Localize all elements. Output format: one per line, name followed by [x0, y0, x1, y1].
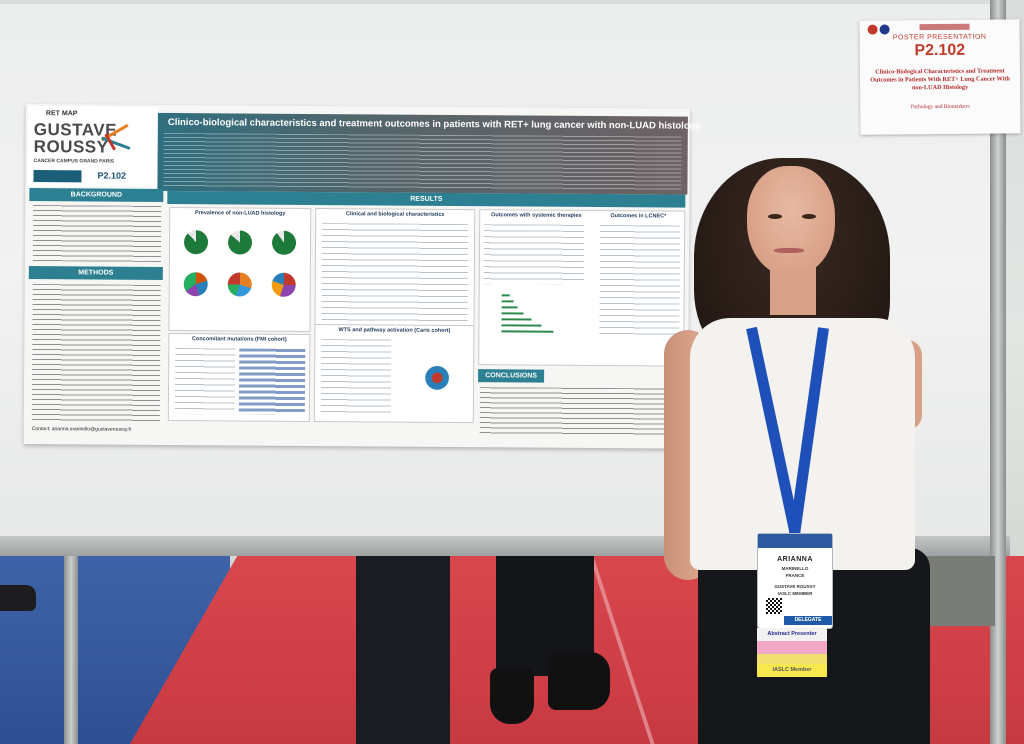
bar [501, 306, 518, 309]
volcano-plot [418, 359, 456, 397]
wts-heatmap [320, 339, 392, 416]
poster-header: Clinico-biological characteristics and t… [157, 112, 701, 195]
badge-membership: IASLC MEMBER [777, 591, 813, 596]
badge-ribbon: Abstract Presenter [757, 628, 827, 641]
logo-cross-icon [101, 123, 132, 151]
presenter-eye [768, 214, 782, 219]
bar [501, 312, 524, 315]
section-results: RESULTS [167, 190, 686, 208]
pie-chart [183, 272, 208, 297]
pie-chart [227, 272, 252, 297]
logo-campus: CANCER CAMPUS GRAND PARIS [33, 158, 115, 165]
panel-title-outcomes-lcnec: Outcomes in LCNEC* [610, 213, 667, 220]
card-label: POSTER PRESENTATION [892, 33, 987, 42]
contact-line: Contact: arianna.marinello@gustaveroussy… [31, 426, 132, 433]
scientific-poster: RET MAP GUSTAVE ROUSSY CANCER CAMPUS GRA… [23, 104, 701, 449]
badge-surname: MARINELLO [781, 566, 809, 571]
badge-ribbon [757, 654, 827, 667]
visitor-shoe [490, 668, 534, 724]
section-background: BACKGROUND [29, 188, 164, 202]
mutation-scatter [174, 348, 236, 415]
poster-code: P2.102 [97, 170, 127, 181]
panel-title-clinical: Clinical and biological characteristics [345, 211, 445, 218]
card-title: Clinico-Biological Characteristics and T… [870, 67, 1010, 92]
panel-title-wts: WTS and pathway activation (Caris cohort… [338, 327, 451, 334]
bar [501, 294, 510, 297]
presenter-eye [802, 214, 816, 219]
badge-ribbon [757, 641, 827, 654]
bar [501, 330, 554, 333]
background-text [32, 205, 162, 262]
badge-ribbon: IASLC Member [757, 664, 827, 677]
logo-line-2: ROUSSY [33, 137, 109, 157]
pie-chart [183, 230, 209, 255]
conclusions-text [479, 387, 685, 437]
panel-prevalence: Prevalence of non-LUAD histology [168, 207, 312, 332]
board-post-left [64, 556, 78, 744]
card-track: Pathology and Biomarkers [910, 103, 970, 111]
badge-type: DELEGATE [784, 616, 832, 625]
presenter-mouth [774, 248, 804, 253]
survival-curves [599, 225, 681, 336]
project-logo-text: RET MAP [45, 110, 78, 118]
pie-chart [271, 230, 297, 255]
section-conclusions: CONCLUSIONS [478, 369, 545, 383]
poster-title: Clinico-biological characteristics and t… [167, 116, 701, 132]
panel-title-outcomes-systemic: Outcomes with systemic therapies [491, 212, 582, 219]
institution-logo: RET MAP GUSTAVE ROUSSY CANCER CAMPUS GRA… [27, 106, 158, 187]
methods-text [31, 284, 161, 423]
presenter-face [747, 166, 835, 276]
badge-affiliation: GUSTAVE ROUSSY [774, 584, 816, 589]
conference-logo [33, 170, 82, 183]
qr-code-icon [766, 598, 782, 614]
bar [501, 324, 542, 327]
card-logo [864, 22, 894, 35]
bar [501, 300, 514, 303]
visitor-shoe-left [0, 585, 36, 611]
panel-clinical: Clinical and biological characteristics [314, 208, 476, 334]
badge-country: FRANCE [785, 573, 805, 578]
badge-first-name: ARIANNA [777, 556, 813, 563]
poster-authors [163, 132, 682, 191]
panel-title-prevalence: Prevalence of non-LUAD histology [194, 210, 286, 217]
card-conference-mark [919, 23, 970, 31]
panel-title-mutations: Concomitant mutations (FMI cohort) [191, 336, 287, 343]
card-code: P2.102 [914, 41, 966, 60]
outcomes-table [483, 224, 585, 285]
panel-outcomes: Outcomes with systemic therapies Outcome… [478, 209, 686, 367]
bar [501, 318, 532, 321]
name-badge: ARIANNA MARINELLO FRANCE GUSTAVE ROUSSY … [757, 533, 833, 629]
pie-chart [271, 272, 296, 297]
panel-mutations: Concomitant mutations (FMI cohort) [167, 332, 311, 422]
pie-chart [227, 230, 253, 255]
characteristics-table [321, 223, 469, 329]
visitor-shoe [548, 652, 610, 710]
panel-wts: WTS and pathway activation (Caris cohort… [313, 324, 475, 424]
section-methods: METHODS [28, 266, 163, 280]
badge-header [758, 534, 832, 548]
poster-presentation-card: POSTER PRESENTATION P2.102 Clinico-Biolo… [859, 19, 1021, 135]
mutation-table [238, 348, 306, 415]
visitor-legs [356, 556, 450, 744]
